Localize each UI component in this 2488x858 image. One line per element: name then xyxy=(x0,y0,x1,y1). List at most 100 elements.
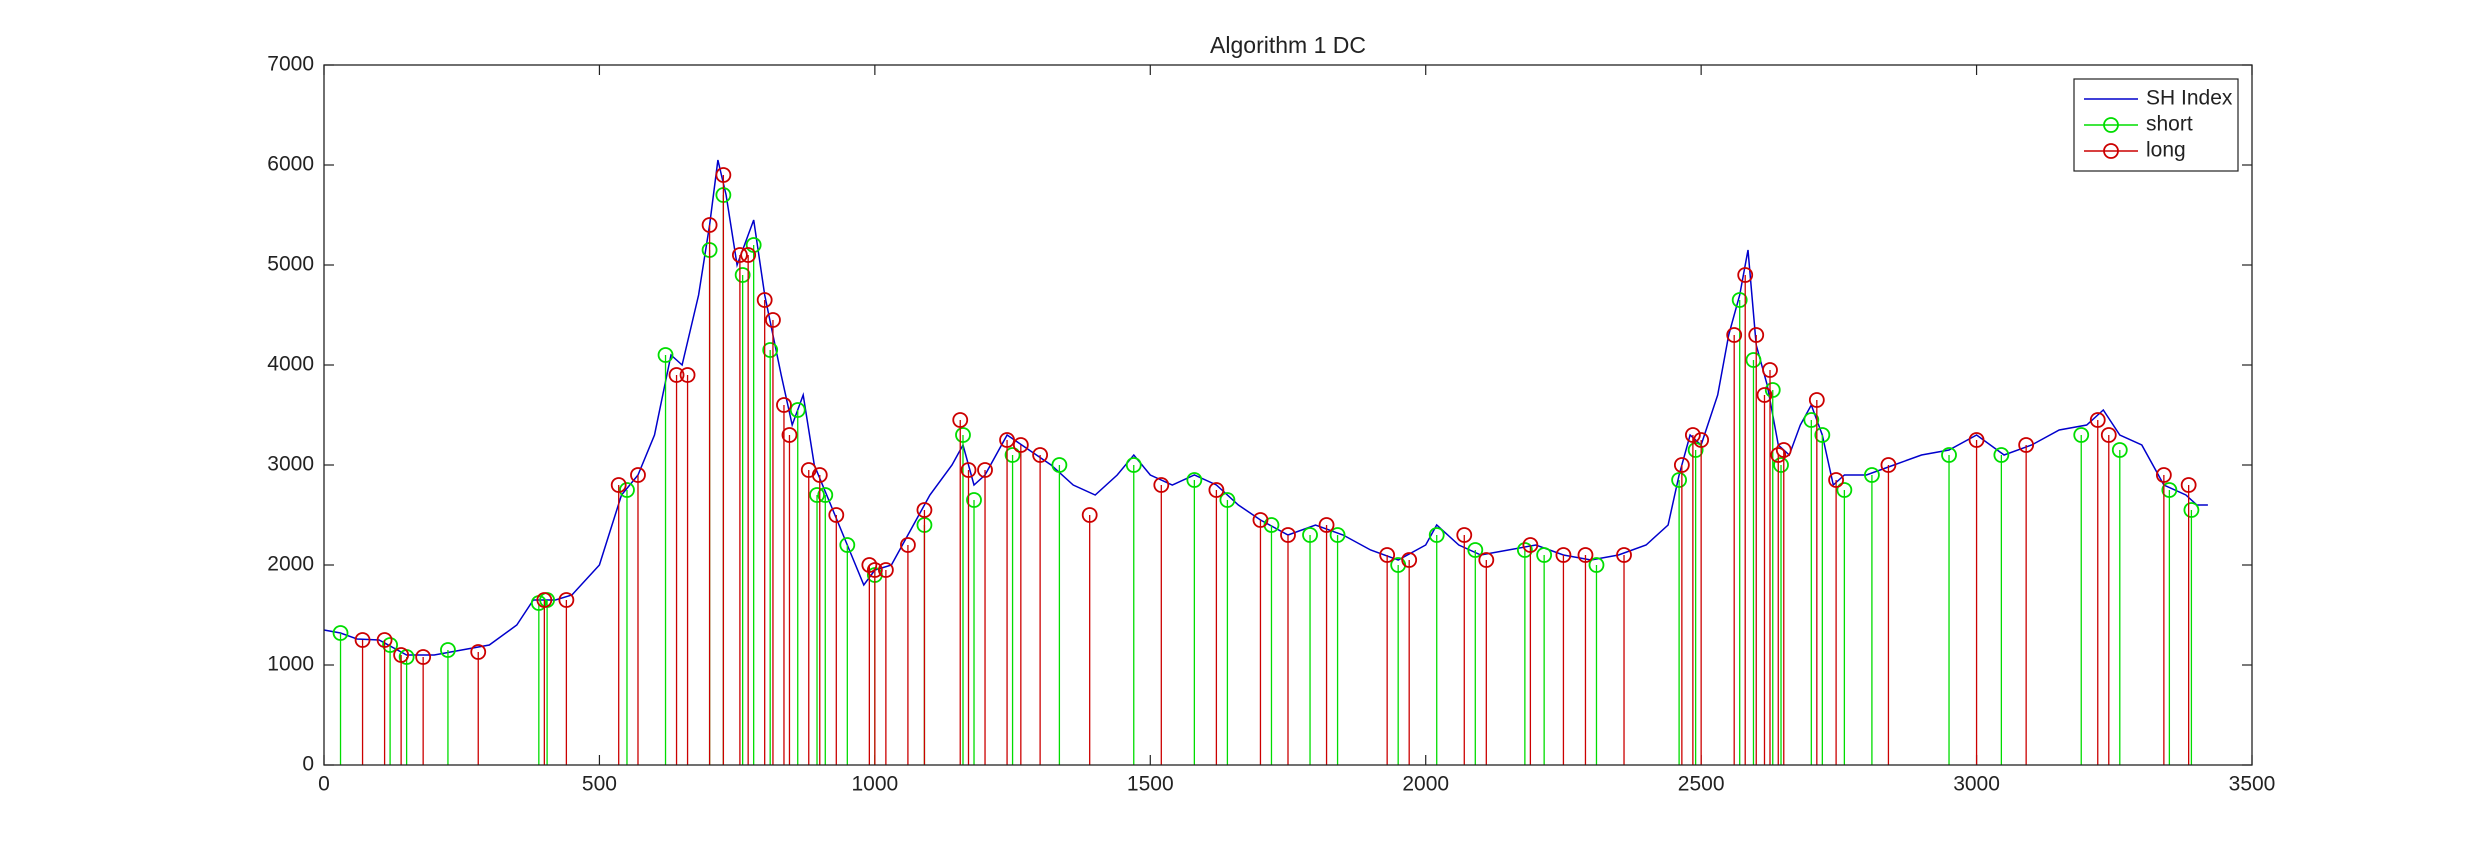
signal-marker xyxy=(966,492,982,508)
signal-marker xyxy=(977,462,993,478)
signal-marker xyxy=(1522,537,1539,553)
signal-marker xyxy=(776,397,792,413)
signal-marker xyxy=(1814,427,1831,443)
signal-marker xyxy=(817,487,834,503)
signal-marker xyxy=(2100,427,2117,443)
signal-marker xyxy=(382,637,399,653)
x-tick-label: 3500 xyxy=(2229,773,2276,796)
signal-marker xyxy=(1012,437,1029,453)
signal-marker xyxy=(1536,547,1553,563)
signal-marker xyxy=(1467,542,1484,558)
signal-marker xyxy=(354,632,371,648)
signal-marker xyxy=(2089,412,2106,428)
signal-marker xyxy=(1032,447,1049,463)
signal-marker xyxy=(1737,267,1754,283)
index-line xyxy=(323,159,2208,656)
signal-marker xyxy=(2018,437,2035,453)
signal-marker xyxy=(701,217,718,233)
signal-marker xyxy=(866,562,883,578)
signal-marker xyxy=(470,644,487,660)
y-tick-label: 0 xyxy=(302,753,314,776)
signal-marker xyxy=(1808,392,1825,408)
signal-marker xyxy=(558,592,575,608)
signal-marker xyxy=(916,502,933,518)
signal-marker xyxy=(1051,457,1068,473)
signal-marker xyxy=(1004,447,1021,463)
signal-marker xyxy=(1428,527,1445,543)
signal-marker xyxy=(731,247,748,263)
signal-marker xyxy=(619,482,635,498)
signal-marker xyxy=(1748,327,1765,343)
signal-marker xyxy=(1828,472,1845,488)
signal-marker xyxy=(657,347,674,363)
signal-marker xyxy=(1773,457,1789,473)
signal-marker xyxy=(1577,547,1594,563)
signal-marker xyxy=(762,342,779,358)
signal-marker xyxy=(1516,542,1533,558)
signal-marker xyxy=(1762,362,1778,378)
signal-marker xyxy=(1764,382,1781,398)
signal-marker xyxy=(1219,492,1236,508)
signal-marker xyxy=(630,467,646,483)
legend-label: SH Index xyxy=(2146,87,2233,110)
signal-marker xyxy=(789,402,806,418)
chart-title: Algorithm 1 DC xyxy=(1210,32,1366,58)
y-tick-label: 6000 xyxy=(267,153,314,176)
signal-marker xyxy=(828,507,845,523)
signal-marker xyxy=(1880,457,1897,473)
legend-label: short xyxy=(2146,113,2193,136)
signal-marker xyxy=(1770,447,1787,463)
signal-marker xyxy=(393,647,410,663)
signal-marker xyxy=(1616,547,1632,563)
signal-marker xyxy=(1401,552,1418,568)
signal-marker xyxy=(668,367,685,383)
signal-marker xyxy=(1280,527,1296,543)
signal-marker xyxy=(861,557,878,573)
signal-marker xyxy=(839,537,856,553)
signal-marker xyxy=(2161,482,2178,498)
signal-marker xyxy=(679,367,696,383)
signal-marker xyxy=(1478,552,1495,568)
signal-marker xyxy=(1125,457,1142,473)
signal-marker xyxy=(809,487,825,503)
signal-marker xyxy=(960,462,977,478)
signal-marker xyxy=(440,642,456,658)
x-tick-label: 0 xyxy=(318,773,330,796)
signal-marker xyxy=(955,427,971,443)
x-tick-label: 3000 xyxy=(1953,773,2000,796)
x-tick-label: 1000 xyxy=(851,773,898,796)
signal-marker xyxy=(999,432,1015,448)
signal-marker xyxy=(1864,467,1880,483)
y-tick-label: 3000 xyxy=(267,453,314,476)
x-tick-label: 500 xyxy=(582,773,617,796)
legend-marker xyxy=(2103,117,2119,133)
signal-marker xyxy=(877,562,894,578)
signal-marker xyxy=(1588,557,1605,573)
signal-marker xyxy=(1671,472,1688,488)
y-tick-label: 7000 xyxy=(267,53,314,76)
signal-group xyxy=(354,167,2197,765)
signal-marker xyxy=(1745,352,1762,368)
y-tick-label: 1000 xyxy=(267,653,314,676)
signal-marker xyxy=(1684,427,1701,443)
signal-marker xyxy=(781,427,798,443)
signal-marker xyxy=(1775,442,1792,458)
signal-group xyxy=(332,187,2200,765)
x-tick-label: 2000 xyxy=(1402,773,1449,796)
legend-marker xyxy=(2103,143,2119,159)
signal-marker xyxy=(1208,482,1225,498)
signal-marker xyxy=(1379,547,1396,563)
x-tick-label: 2500 xyxy=(1678,773,1725,796)
signal-marker xyxy=(900,537,916,553)
signal-marker xyxy=(1731,292,1748,308)
signal-marker xyxy=(1993,447,2010,463)
y-tick-label: 4000 xyxy=(267,353,314,376)
legend-label: long xyxy=(2146,139,2186,162)
signal-marker xyxy=(1968,432,1985,448)
signal-marker xyxy=(765,312,781,328)
signal-marker xyxy=(1803,412,1820,428)
signal-marker xyxy=(1153,477,1170,493)
signal-marker xyxy=(1941,447,1957,463)
